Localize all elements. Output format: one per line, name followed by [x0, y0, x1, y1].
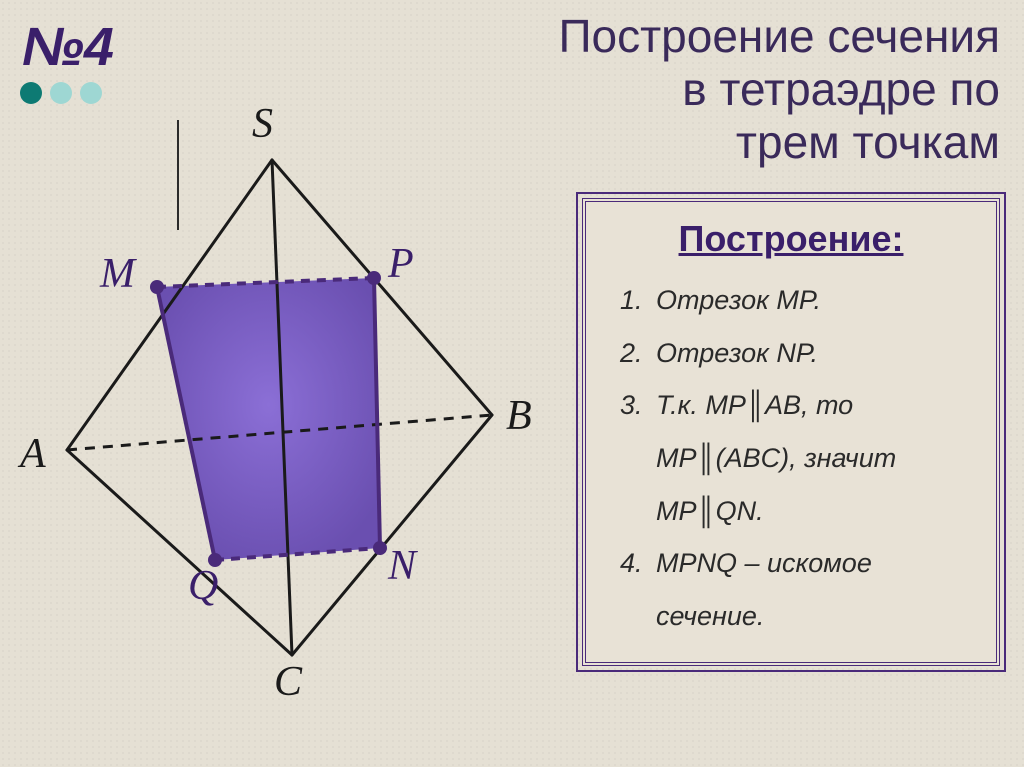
construction-step: Т.к. MP║AB, то MP║(ABC), значит MP║QN.	[650, 379, 976, 537]
vertex-label-B: B	[506, 392, 532, 440]
diagram-svg	[12, 110, 572, 710]
construction-step: Отрезок NP.	[650, 327, 976, 380]
problem-number: №4	[22, 16, 114, 78]
dot-1	[20, 82, 42, 104]
construction-box: Построение: Отрезок MP.Отрезок NP.Т.к. M…	[582, 198, 1000, 666]
vertex-label-N: N	[388, 542, 416, 590]
vertex-label-A: A	[20, 430, 46, 478]
dot-2	[50, 82, 72, 104]
vertex-label-M: M	[100, 250, 135, 298]
dot-3	[80, 82, 102, 104]
vertex-label-S: S	[252, 100, 273, 148]
vertex-label-Q: Q	[188, 562, 218, 610]
vertex-label-P: P	[388, 240, 414, 288]
decorative-dots	[20, 82, 102, 104]
vertex-label-C: C	[274, 658, 302, 706]
construction-steps: Отрезок MP.Отрезок NP.Т.к. MP║AB, то MP║…	[606, 274, 976, 642]
construction-step: Отрезок MP.	[650, 274, 976, 327]
construction-title: Построение:	[606, 218, 976, 260]
construction-step: MPNQ – искомое сечение.	[650, 537, 976, 642]
tetrahedron-diagram: SABCMPQN	[12, 110, 572, 710]
